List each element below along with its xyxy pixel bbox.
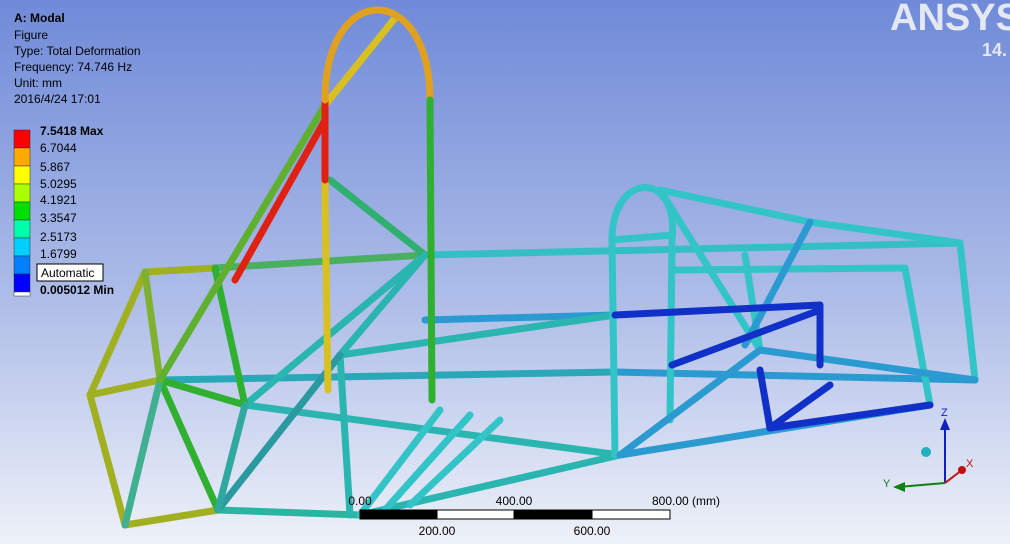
info-line: Figure [14, 28, 48, 42]
legend-label: 4.1921 [40, 193, 77, 207]
logo: ANSYS [890, 0, 1010, 39]
legend-mode-box[interactable] [36, 263, 104, 282]
legend-label: 3.3547 [40, 211, 77, 225]
legend-label: 1.6799 [40, 247, 77, 261]
axis-label: Y [883, 478, 891, 490]
scale-label: 600.00 [574, 524, 611, 538]
axis-label: X [966, 458, 974, 470]
scale-label: 400.00 [496, 494, 533, 508]
info-line: Type: Total Deformation [14, 44, 141, 58]
info-line: Frequency: 74.746 Hz [14, 60, 132, 74]
logo-version: 14. [982, 40, 1007, 60]
legend-min: 0.005012 Min [40, 283, 114, 297]
legend-label: 5.0295 [40, 177, 77, 191]
legend-label: 5.867 [40, 160, 70, 174]
info-line: 2016/4/24 17:01 [14, 92, 101, 106]
legend-label: 6.7044 [40, 141, 77, 155]
axis-label: Z [941, 407, 948, 419]
scale-label: 200.00 [419, 524, 456, 538]
legend-max: 7.5418 Max [40, 124, 104, 138]
frame-model [86, 6, 979, 529]
scale-bar [359, 509, 671, 520]
legend-label: 2.5173 [40, 230, 77, 244]
triad [893, 418, 966, 492]
legend-mode[interactable]: Automatic [41, 266, 94, 280]
title: A: Modal [14, 11, 65, 25]
scale-label: 800.00 (mm) [652, 494, 720, 508]
legend-bar [13, 129, 31, 297]
scale-label: 0.00 [348, 494, 372, 508]
info-line: Unit: mm [14, 76, 62, 90]
